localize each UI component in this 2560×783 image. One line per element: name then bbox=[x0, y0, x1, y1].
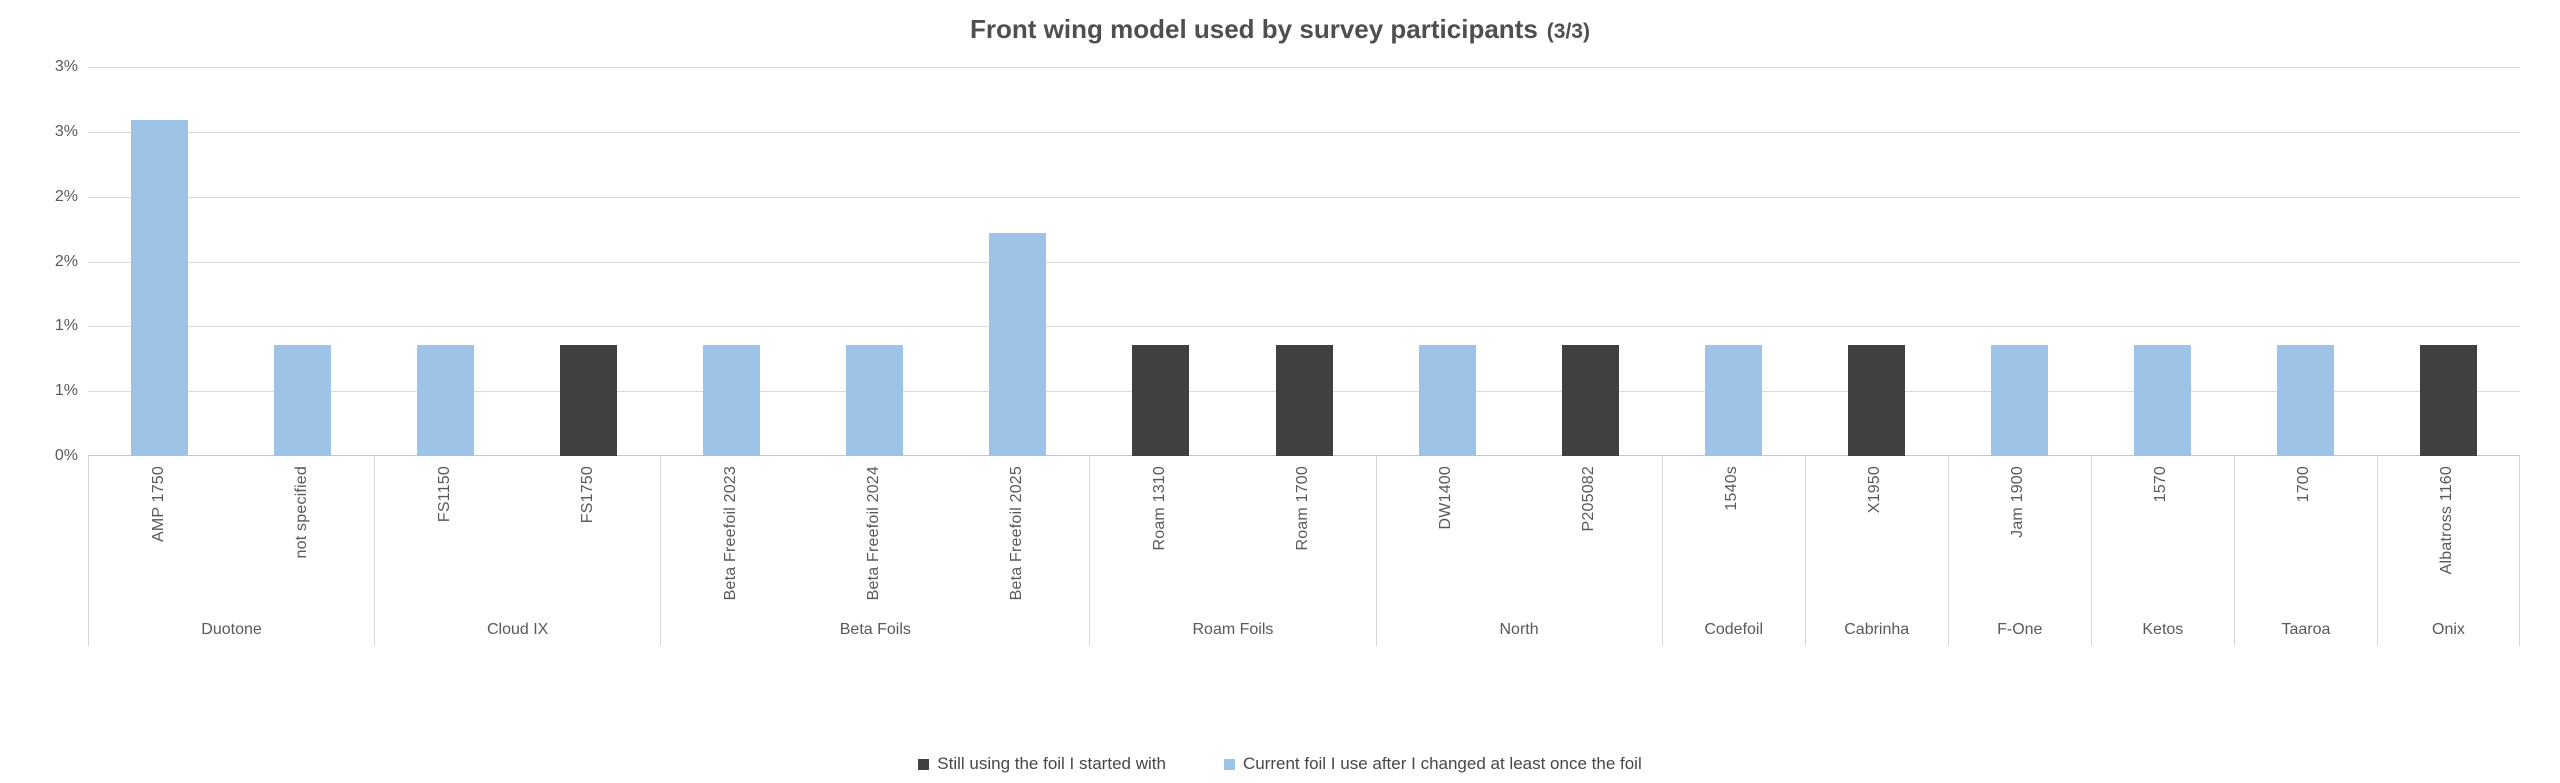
brand-group-cell: Ketos bbox=[2090, 456, 2234, 646]
brand-label: North bbox=[1499, 621, 1539, 638]
bar bbox=[1990, 344, 2048, 456]
bar bbox=[131, 120, 189, 456]
y-tick-label: 1% bbox=[54, 382, 78, 400]
bar bbox=[274, 344, 332, 456]
bar bbox=[703, 344, 761, 456]
bar bbox=[989, 232, 1047, 456]
y-tick-label: 3% bbox=[54, 58, 78, 75]
bar bbox=[2133, 344, 2191, 456]
y-tick-label: 2% bbox=[54, 252, 78, 270]
category-axis-area: AMP 1750 not specified FS1150 FS1750 Beta Fr… bbox=[88, 456, 2520, 646]
bar bbox=[1561, 344, 1619, 456]
bar bbox=[560, 344, 618, 456]
bar bbox=[2419, 344, 2477, 456]
brand-group-cell: Codefoil bbox=[1661, 456, 1805, 646]
bar bbox=[2276, 344, 2334, 456]
gridline bbox=[88, 326, 2520, 328]
brand-label: Onix bbox=[2432, 621, 2465, 638]
chart-title-text: Front wing model used by survey particip… bbox=[970, 14, 1538, 44]
bar bbox=[1704, 344, 1762, 456]
brand-group-cell: Cloud IX bbox=[374, 456, 660, 646]
gridline bbox=[88, 131, 2520, 133]
brand-label: Cabrinha bbox=[1844, 621, 1910, 638]
chart-title: Front wing model used by survey particip… bbox=[0, 14, 2560, 47]
bar bbox=[846, 344, 904, 456]
brand-group-cell: F-One bbox=[1947, 456, 2091, 646]
y-tick-label: 3% bbox=[54, 122, 78, 140]
brand-group-cell: Duotone bbox=[88, 456, 374, 646]
bar bbox=[1275, 344, 1333, 456]
bar bbox=[1132, 344, 1190, 456]
legend-label-still: Still using the foil I started with bbox=[937, 754, 1166, 773]
legend-swatch-still-icon bbox=[918, 758, 930, 770]
legend: Still using the foil I started with Curr… bbox=[0, 753, 2560, 775]
brand-group-cell: North bbox=[1375, 456, 1662, 646]
brand-label: Codefoil bbox=[1704, 621, 1764, 638]
plot-area bbox=[88, 67, 2520, 456]
brand-group-cell: Roam Foils bbox=[1089, 456, 1375, 646]
brand-group-cell: Onix bbox=[2376, 456, 2520, 646]
bar bbox=[1418, 344, 1476, 456]
brand-group-cell: Beta Foils bbox=[660, 456, 1089, 646]
legend-item-changed: Current foil I use after I changed at le… bbox=[1223, 753, 1642, 775]
bar bbox=[417, 344, 475, 456]
y-tick-label: 0% bbox=[54, 447, 78, 464]
brand-label: Taaroa bbox=[2281, 621, 2331, 638]
brand-label: Ketos bbox=[2142, 621, 2184, 638]
brand-label: Cloud IX bbox=[486, 621, 549, 638]
brand-group-cell: Taaroa bbox=[2233, 456, 2377, 646]
gridline bbox=[88, 67, 2520, 68]
y-tick-label: 2% bbox=[54, 187, 78, 205]
gridline bbox=[88, 196, 2520, 198]
brand-label: Beta Foils bbox=[839, 621, 911, 638]
brand-label: F-One bbox=[1997, 621, 2043, 638]
legend-swatch-changed-icon bbox=[1223, 758, 1235, 770]
gridline bbox=[88, 261, 2520, 263]
chart-title-suffix: (3/3) bbox=[1546, 20, 1590, 43]
bar bbox=[1847, 344, 1905, 456]
brand-label: Roam Foils bbox=[1192, 621, 1274, 638]
y-tick-label: 1% bbox=[54, 317, 78, 335]
brand-label: Duotone bbox=[201, 621, 262, 638]
legend-item-still: Still using the foil I started with bbox=[918, 753, 1166, 775]
legend-label-changed: Current foil I use after I changed at le… bbox=[1242, 754, 1642, 773]
brand-group-cell: Cabrinha bbox=[1804, 456, 1948, 646]
